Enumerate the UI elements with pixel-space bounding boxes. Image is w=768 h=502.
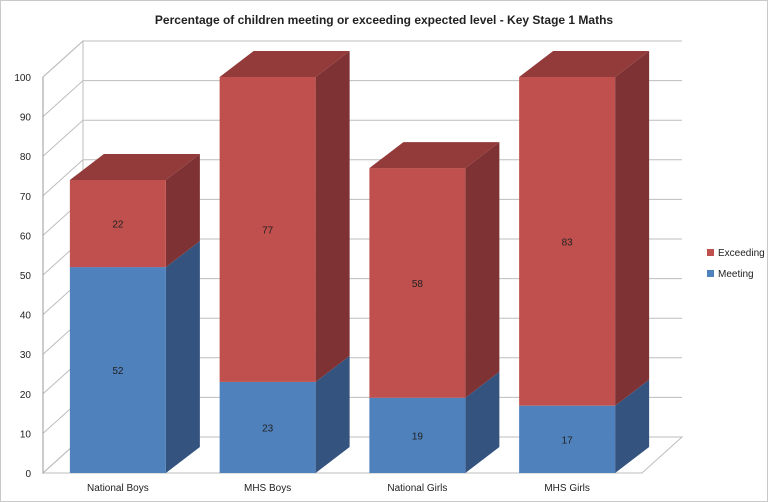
gridline [42, 40, 682, 78]
chart-title: Percentage of children meeting or exceed… [155, 13, 613, 27]
bar-exceeding [219, 77, 316, 382]
y-tick-label: 60 [20, 231, 32, 242]
y-tick-label: 50 [20, 271, 32, 282]
y-tick-label: 40 [20, 311, 32, 322]
data-label: 83 [562, 237, 574, 248]
bar-side-exceeding [315, 51, 350, 382]
bar-top-exceeding [69, 153, 200, 180]
y-tick-label: 0 [25, 469, 31, 480]
data-label: 77 [262, 225, 274, 236]
y-tick-label: 20 [20, 390, 32, 401]
data-label: 52 [112, 366, 124, 377]
gridline [42, 119, 682, 157]
bar-side-meeting [465, 371, 500, 473]
data-label: 17 [562, 435, 574, 446]
bar-meeting [519, 405, 616, 473]
y-tick-label: 80 [20, 152, 32, 163]
data-label: 23 [262, 423, 274, 434]
y-axis: 0 10 20 30 40 50 60 70 80 90 100 [14, 73, 44, 480]
bar-side-exceeding [465, 142, 500, 398]
gridline [42, 80, 682, 117]
bar-side-meeting [165, 241, 200, 473]
bar-side-exceeding [615, 51, 650, 406]
bar-exceeding [69, 179, 166, 268]
legend: Exceeding Meeting [707, 248, 765, 280]
legend-swatch [707, 249, 714, 256]
x-tick-label: MHS Girls [544, 483, 590, 494]
bar-top-exceeding [519, 51, 650, 77]
legend-swatch [707, 270, 714, 277]
bar-side-meeting [315, 355, 350, 473]
x-tick-label: MHS Boys [244, 483, 291, 494]
bar-exceeding [519, 77, 616, 406]
bar-meeting [369, 397, 466, 473]
bar-exceeding [369, 168, 466, 398]
bar-side-meeting [615, 379, 650, 473]
y-tick-label: 10 [20, 429, 32, 440]
data-label: 58 [412, 279, 424, 290]
legend-label: Meeting [718, 269, 754, 280]
y-tick-label: 90 [20, 113, 32, 124]
x-axis: National Boys MHS Boys National Girls MHS G… [87, 483, 590, 494]
data-label: 19 [412, 431, 424, 442]
bar-meeting [69, 267, 166, 473]
bars: 52 22 23 77 19 58 17 83 [69, 51, 650, 473]
data-label: 22 [112, 220, 124, 231]
bar-top-exceeding [369, 142, 500, 169]
y-tick-label: 70 [20, 192, 32, 203]
bar-top-exceeding [219, 51, 350, 77]
x-tick-label: National Boys [87, 483, 149, 494]
y-tick-label: 100 [14, 73, 31, 84]
bar-side-exceeding [165, 153, 200, 268]
x-tick-label: National Girls [387, 483, 447, 494]
bar-meeting [219, 381, 316, 473]
y-tick-label: 30 [20, 350, 32, 361]
legend-label: Exceeding [718, 248, 765, 259]
